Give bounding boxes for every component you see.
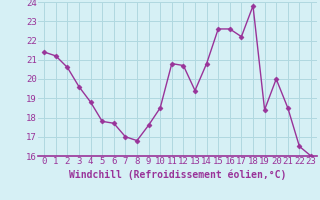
X-axis label: Windchill (Refroidissement éolien,°C): Windchill (Refroidissement éolien,°C) (69, 169, 286, 180)
